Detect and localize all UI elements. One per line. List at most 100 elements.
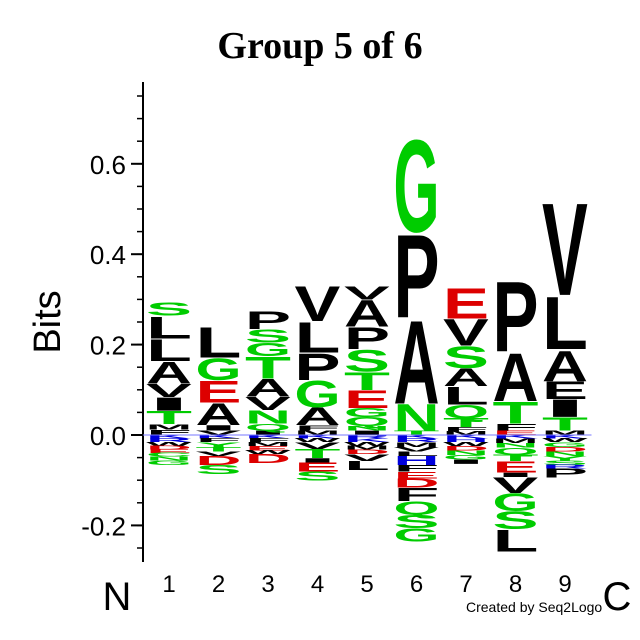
residue-v: V [542,177,588,324]
residue-r: R [394,438,440,444]
residue-n: N [146,456,192,462]
residue-e: E [493,429,539,436]
residue-q: Q [443,401,489,422]
residue-i: I [146,393,192,414]
y-axis: -0.2 0.0 0.2 0.4 0.6 [81,82,144,562]
residue-k: K [344,438,391,444]
residue-w: W [344,441,390,447]
residue-k: K [196,434,243,440]
residue-e: E [394,470,440,481]
residue-f: F [295,424,341,432]
residue-k: K [443,434,490,440]
residue-v: V [344,282,390,303]
logo-columns: FMTIVALLSKRWDECNGVIAEGLKFYTVDSIQNVATGSPK… [143,113,592,559]
residue-d: D [443,445,489,452]
residue-p: P [493,262,539,374]
residue-g: G [245,339,291,360]
residue-t: T [295,447,341,461]
residue-v: V [295,276,341,332]
residue-t: T [344,367,390,395]
residue-g: G [344,406,390,420]
residue-d: D [146,445,192,451]
residue-k: K [394,434,441,440]
residue-n: N [344,425,390,432]
residue-g: G [493,488,539,516]
residue-m: M [394,441,440,448]
residue-i: I [542,394,588,422]
y-tick-label: 0.0 [90,421,126,451]
residue-a: A [394,296,440,429]
residue-f: F [493,422,539,433]
residue-h: H [443,438,489,444]
residue-a: A [493,340,539,417]
residue-t: T [493,453,539,464]
residue-t: T [443,416,489,430]
residue-m: M [295,429,341,436]
residue-n: N [493,442,539,449]
residue-e: E [146,449,192,455]
residue-w: W [295,438,341,444]
residue-v: V [196,450,242,457]
y-tick-label: -0.2 [81,511,126,541]
residue-a: A [542,341,588,391]
x-tick-label: 2 [212,571,225,598]
residue-s: S [394,511,440,532]
residue-w: W [146,441,192,447]
residue-g: G [295,373,341,416]
y-axis-ticks: -0.2 0.0 0.2 0.4 0.6 [81,95,143,549]
residue-i: I [493,471,539,478]
residue-m: M [245,441,291,447]
residue-f: F [245,438,291,444]
residue-i: I [295,457,341,464]
residue-v: V [493,473,539,498]
residue-v: V [196,429,242,436]
residue-s: S [245,325,291,346]
residue-a: A [146,355,192,390]
residue-e: E [493,458,539,476]
residue-l: L [542,281,588,365]
residue-v: V [245,393,291,414]
residue-s: S [542,459,588,466]
residue-r: R [146,438,192,444]
residue-e: E [443,280,489,329]
residue-d: D [542,446,588,453]
residue-d: D [245,452,291,466]
residue-r: R [344,434,390,440]
residue-l: L [146,333,192,368]
residue-t: T [493,396,539,431]
residue-p: P [394,210,440,343]
residue-p: P [344,322,390,357]
residue-w: W [443,441,489,447]
residue-e: E [344,385,390,413]
residue-s: S [344,344,390,379]
residue-d: D [344,448,390,455]
residue-i: I [245,429,291,436]
x-tick-label: 9 [558,571,571,598]
residue-n: N [245,406,291,427]
residue-v: V [295,441,341,451]
residue-f: F [394,484,440,505]
residue-a: A [344,293,390,335]
residue-k: K [542,434,589,440]
y-tick-label: 0.6 [90,150,126,180]
residue-s: S [146,299,192,320]
residue-s: S [493,506,539,534]
residue-l: L [394,450,440,457]
residue-s: S [443,341,489,376]
residue-k: K [245,434,292,440]
residue-m: M [344,445,390,451]
x-axis-tick-labels: 1 2 3 4 5 6 7 8 9 [162,571,571,598]
residue-v: V [394,446,440,453]
residue-t: T [394,429,441,436]
residue-e: E [295,460,341,474]
y-tick-label: 0.4 [90,240,126,270]
x-tick-label: 4 [311,571,324,598]
